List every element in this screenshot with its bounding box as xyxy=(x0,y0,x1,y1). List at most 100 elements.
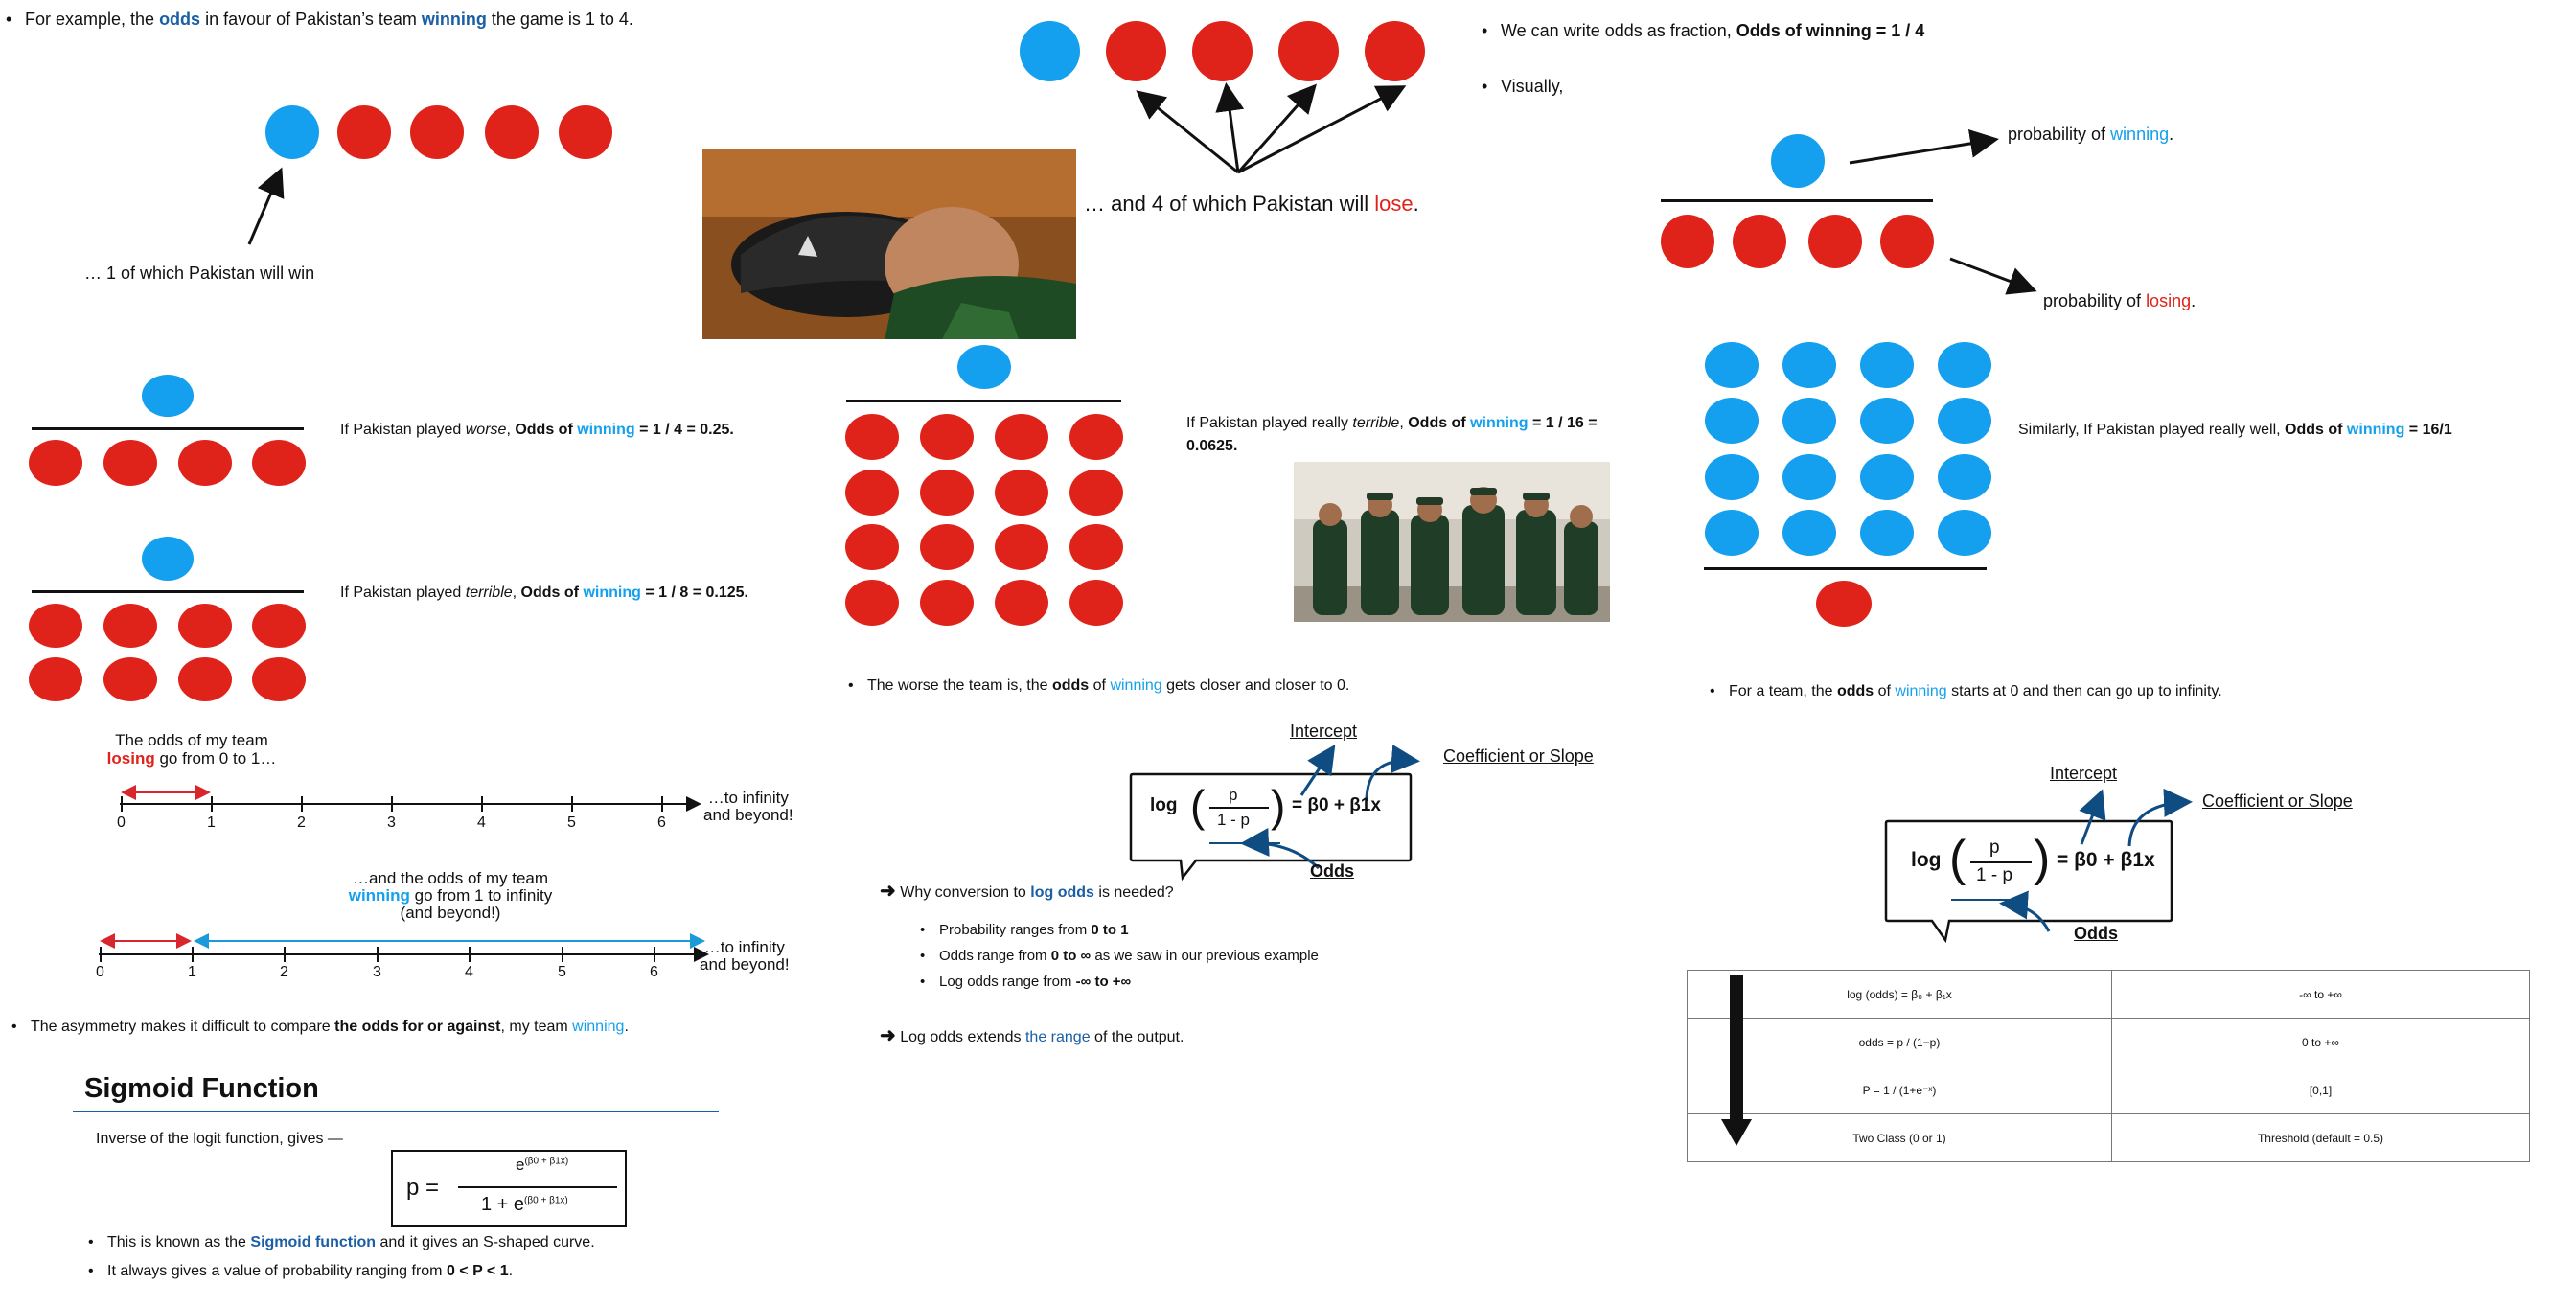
win-dot xyxy=(1938,398,1991,444)
lose-dot xyxy=(1880,215,1934,268)
win-dot xyxy=(1860,342,1914,388)
infinity-label: …to infinity and beyond! xyxy=(703,789,794,824)
sigmoid-numerator: e(β0 + β1x) xyxy=(516,1156,569,1174)
sigmoid-formula: p = e(β0 + β1x) 1 + e(β0 + β1x) xyxy=(391,1150,627,1227)
logit-p: p xyxy=(1990,837,2000,858)
log-odds-extends: ➜ Log odds extends the range of the outp… xyxy=(880,1025,1184,1046)
logit-log: log xyxy=(1911,849,1942,871)
prob-arrows xyxy=(1849,128,2037,295)
logit-callout-2 xyxy=(1884,788,2193,944)
sigmoid-p: p = xyxy=(406,1175,440,1201)
player-photo xyxy=(702,149,1076,339)
logit-rhs: = β0 + β1x xyxy=(1292,795,1381,815)
win-dot xyxy=(142,537,194,581)
table-cell: 0 to +∞ xyxy=(2111,1018,2530,1066)
worse-note: The worse the team is, the odds of winni… xyxy=(848,677,1349,695)
right-paren: ) xyxy=(1271,781,1286,831)
win-dot xyxy=(1938,510,1991,556)
tick-label: 1 xyxy=(207,814,216,831)
sigmoid-title: Sigmoid Function xyxy=(84,1073,319,1104)
conversion-bullet-3: Log odds range from -∞ to +∞ xyxy=(920,974,1131,990)
table-cell: -∞ to +∞ xyxy=(2111,970,2530,1019)
lose-dot xyxy=(845,470,899,516)
team-note: For a team, the odds of winning starts a… xyxy=(1710,683,2222,700)
win-dot xyxy=(1938,454,1991,500)
fraction-text: We can write odds as fraction, Odds of w… xyxy=(1482,21,1924,41)
win-dot xyxy=(265,105,319,159)
lose-dot xyxy=(845,414,899,460)
tick-label: 4 xyxy=(465,964,473,980)
win-dot xyxy=(1020,21,1080,81)
tick-label: 0 xyxy=(96,964,104,980)
logit-bar xyxy=(1970,861,2032,863)
lose-arrows xyxy=(1136,82,1407,174)
asymmetry-text: The asymmetry makes it difficult to comp… xyxy=(12,1019,629,1036)
win-dot xyxy=(1782,454,1836,500)
sigmoid-denominator: 1 + e(β0 + β1x) xyxy=(481,1194,568,1215)
tick-label: 0 xyxy=(117,814,126,831)
win-dot xyxy=(1705,342,1759,388)
tick-label: 2 xyxy=(280,964,288,980)
sigmoid-bullet-2: It always gives a value of probability r… xyxy=(88,1263,513,1280)
lose-dot xyxy=(995,470,1048,516)
logit-one-minus-p: 1 - p xyxy=(1217,811,1251,829)
lose-dot xyxy=(29,440,82,486)
coef-label: Coefficient or Slope xyxy=(2202,791,2353,811)
win-dot xyxy=(142,375,194,417)
coef-label: Coefficient or Slope xyxy=(1443,746,1594,766)
inverse-text: Inverse of the logit function, gives — xyxy=(96,1131,343,1147)
tick-label: 4 xyxy=(477,814,486,831)
fraction-bar xyxy=(32,590,304,593)
lose-dot xyxy=(104,604,157,648)
conversion-bullet-1: Probability ranges from 0 to 1 xyxy=(920,922,1129,938)
table-row: Two Class (0 or 1) Threshold (default = … xyxy=(1687,1113,2530,1162)
table-cell: [0,1] xyxy=(2111,1066,2530,1114)
lose-dot xyxy=(995,524,1048,570)
winning-number-line xyxy=(99,933,709,962)
prob-win-label: probability of winning. xyxy=(2008,125,2174,144)
lose-dot xyxy=(845,524,899,570)
lose-dot xyxy=(1808,215,1862,268)
worse-text: If Pakistan played worse, Odds of winnin… xyxy=(340,422,734,438)
table-row: log (odds) = β₀ + β₁x -∞ to +∞ xyxy=(1687,970,2530,1019)
lose-dot xyxy=(178,657,232,701)
sigmoid-rule xyxy=(73,1111,719,1112)
table-cell: Two Class (0 or 1) xyxy=(1687,1113,2112,1162)
player-photo-drawing xyxy=(702,149,1076,339)
left-paren: ( xyxy=(1949,831,1966,886)
win-dot xyxy=(1782,342,1836,388)
lose-dot xyxy=(252,440,306,486)
lose-dot xyxy=(178,440,232,486)
logit-log: log xyxy=(1150,795,1178,815)
tick-label: 1 xyxy=(188,964,196,980)
tick-label: 6 xyxy=(657,814,666,831)
logit-one-minus-p: 1 - p xyxy=(1976,865,2013,885)
odds-label: Odds xyxy=(1310,861,1355,881)
sigmoid-fraction-bar xyxy=(458,1186,617,1188)
lose-dot xyxy=(252,657,306,701)
lose-dot xyxy=(1070,414,1123,460)
win-dot xyxy=(1705,454,1759,500)
tick-label: 2 xyxy=(297,814,306,831)
lose-dot xyxy=(1070,524,1123,570)
team-photo xyxy=(1294,462,1610,622)
lose-dot xyxy=(1278,21,1339,81)
conversion-question: ➜ Why conversion to log odds is needed? xyxy=(880,881,1174,902)
win-dot xyxy=(1782,398,1836,444)
intercept-label: Intercept xyxy=(1290,722,1358,741)
lose-dot xyxy=(178,604,232,648)
tick-label: 5 xyxy=(567,814,576,831)
lose-caption: … and 4 of which Pakistan will lose. xyxy=(1084,192,1419,216)
losing-label: The odds of my team losing go from 0 to 1… xyxy=(106,731,277,768)
lose-dot xyxy=(920,470,974,516)
lose-dot xyxy=(1661,215,1714,268)
lose-dot xyxy=(559,105,612,159)
lose-dot xyxy=(1733,215,1786,268)
intro-text: For example, the odds in favour of Pakis… xyxy=(6,10,633,30)
logit-summary-table: log (odds) = β₀ + β₁x -∞ to +∞ odds = p … xyxy=(1687,970,2530,1162)
logit-p: p xyxy=(1229,786,1238,804)
win-dot xyxy=(1860,454,1914,500)
lose-dot xyxy=(1070,580,1123,626)
lose-dot xyxy=(252,604,306,648)
intercept-label: Intercept xyxy=(2050,764,2118,783)
